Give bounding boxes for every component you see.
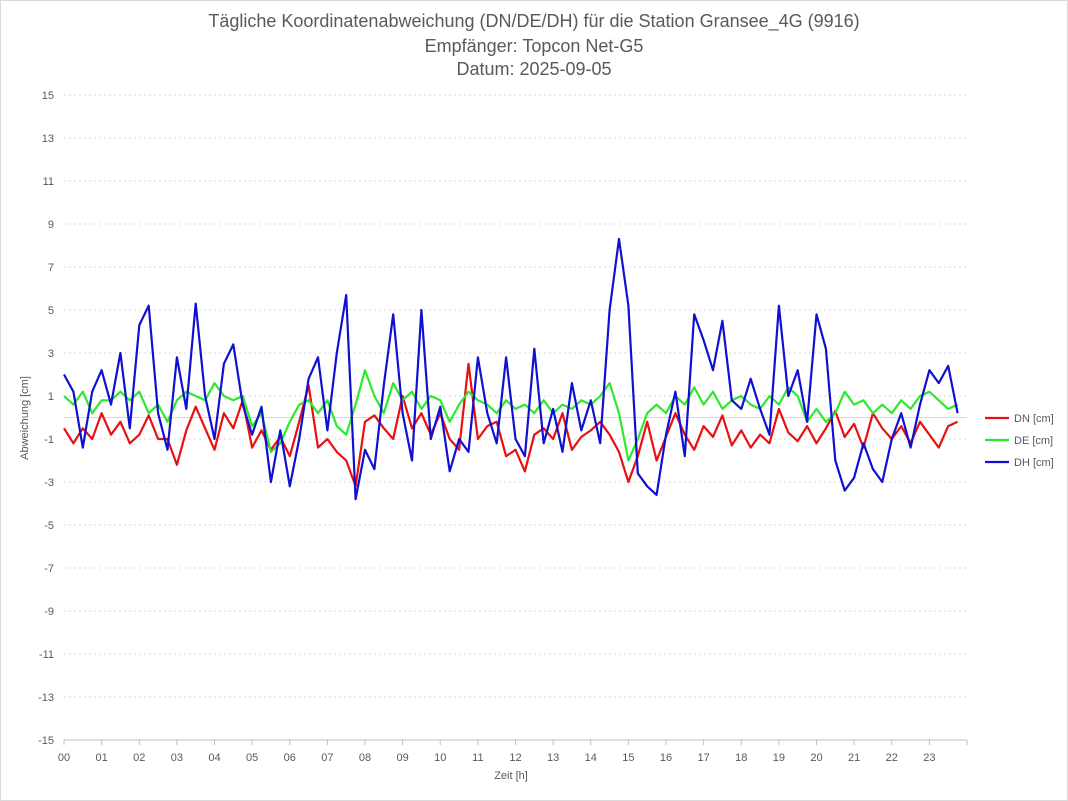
y-tick-label: 1 [48, 391, 54, 403]
x-tick-label: 08 [359, 752, 371, 764]
x-tick-label: 22 [886, 752, 898, 764]
series-line-dn [63, 362, 959, 488]
y-tick-label: -13 [38, 692, 54, 704]
y-tick-label: -9 [44, 606, 54, 618]
x-tick-label: 19 [773, 752, 785, 764]
y-tick-label: -7 [44, 563, 54, 575]
x-tick-label: 02 [133, 752, 145, 764]
x-tick-label: 17 [698, 752, 710, 764]
x-tick-label: 13 [547, 752, 559, 764]
x-tick-label: 20 [810, 752, 822, 764]
chart-subtitle-date: Datum: 2025-09-05 [456, 59, 612, 79]
x-tick-label: 10 [434, 752, 446, 764]
y-tick-label: 13 [42, 133, 54, 145]
x-tick-label: 06 [284, 752, 296, 764]
x-tick-label: 16 [660, 752, 672, 764]
y-tick-label: -11 [39, 649, 54, 661]
legend-label: DE [cm] [1014, 435, 1053, 447]
x-tick-label: 07 [321, 752, 333, 764]
x-axis: 00 01 02 03 04 05 06 07 08 09 10 11 12 13 14 15 16 17 18 19… [58, 739, 968, 764]
y-tick-label: -3 [44, 477, 54, 489]
x-tick-label: 21 [848, 752, 860, 764]
y-axis-ticks: 15 13 11 9 7 5 3 1 -1 -3 -5 -7 -9 -11 -13 -15 [38, 90, 54, 747]
chart-title: Tägliche Koordinatenabweichung (DN/DE/DH… [208, 11, 860, 31]
y-tick-label: 9 [48, 219, 54, 231]
x-tick-label: 01 [96, 752, 108, 764]
x-tick-label: 15 [622, 752, 634, 764]
chart-subtitle-receiver: Empfänger: Topcon Net-G5 [424, 36, 644, 56]
x-axis-title: Zeit [h] [494, 770, 528, 782]
y-tick-label: 11 [43, 176, 54, 188]
y-tick-label: -15 [38, 735, 54, 747]
y-axis-title: Abweichung [cm] [19, 376, 31, 460]
legend-label: DH [cm] [1014, 457, 1054, 469]
y-tick-label: 5 [48, 305, 54, 317]
x-tick-label: 00 [58, 752, 70, 764]
y-tick-label: 15 [42, 90, 54, 102]
x-tick-label: 18 [735, 752, 747, 764]
x-tick-label: 23 [923, 752, 935, 764]
legend: DN [cm] DE [cm] DH [cm] [985, 413, 1054, 469]
series-lines [63, 237, 959, 501]
y-tick-label: -5 [44, 520, 54, 532]
x-tick-label: 03 [171, 752, 183, 764]
series-line-dh [63, 237, 959, 501]
y-tick-label: -1 [44, 434, 54, 446]
x-tick-label: 14 [585, 752, 597, 764]
series-line-de [63, 369, 959, 462]
y-tick-label: 7 [48, 262, 54, 274]
x-tick-label: 09 [397, 752, 409, 764]
x-tick-label: 11 [472, 752, 483, 764]
y-tick-label: 3 [48, 348, 54, 360]
x-tick-label: 05 [246, 752, 258, 764]
legend-label: DN [cm] [1014, 413, 1054, 425]
x-tick-label: 04 [208, 752, 220, 764]
x-tick-label: 12 [509, 752, 521, 764]
